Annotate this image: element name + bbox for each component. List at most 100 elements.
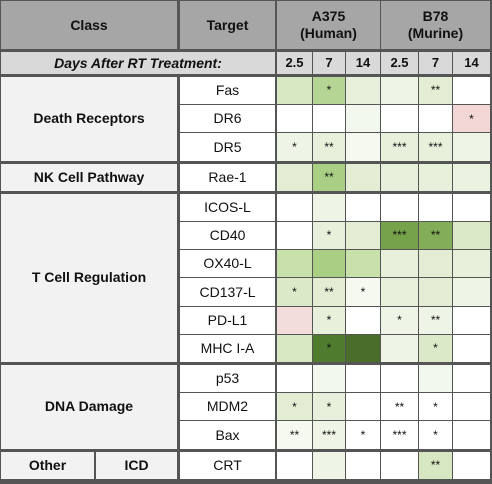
heat-cell: *** <box>381 421 418 449</box>
heat-cell: ** <box>313 133 345 161</box>
heat-cell <box>453 222 490 250</box>
heat-cell <box>346 222 380 250</box>
target-header: Target <box>180 1 275 49</box>
heat-cell <box>346 105 380 133</box>
heat-cell <box>453 133 490 161</box>
heat-cell <box>277 334 312 362</box>
heat-cell: * <box>453 105 490 133</box>
days-label: Days After RT Treatment: <box>1 52 275 74</box>
heat-cell: * <box>419 393 452 421</box>
day-label: 7 <box>313 52 345 74</box>
model-name: B78 <box>422 8 449 25</box>
heat-cell <box>453 250 490 278</box>
heat-cell <box>346 451 380 479</box>
heat-cell: * <box>381 306 418 334</box>
heat-cell <box>277 193 312 221</box>
target-cell: MDM2 <box>180 393 275 421</box>
heat-cell <box>419 193 452 221</box>
target-cell: CD137-L <box>180 278 275 306</box>
target-cell: ICOS-L <box>180 193 275 221</box>
target-cell: DR6 <box>180 105 275 133</box>
heat-cell: * <box>277 393 312 421</box>
class-cell: DNA Damage <box>1 365 177 449</box>
heat-cell <box>453 163 490 191</box>
heat-cell: * <box>313 393 345 421</box>
day-label: 2.5 <box>277 52 312 74</box>
target-cell: Fas <box>180 77 275 105</box>
heat-cell <box>453 334 490 362</box>
heat-cell: *** <box>381 222 418 250</box>
heat-cell <box>419 365 452 393</box>
heat-cell <box>381 250 418 278</box>
class-sub-cell: ICD <box>96 451 177 479</box>
heat-cell <box>277 306 312 334</box>
target-cell: CD40 <box>180 222 275 250</box>
heat-cell <box>453 451 490 479</box>
heat-cell <box>381 278 418 306</box>
model-origin: (Murine) <box>407 25 464 41</box>
heat-cell: ** <box>313 163 345 191</box>
heat-cell: ** <box>419 451 452 479</box>
day-label: 14 <box>346 52 380 74</box>
target-cell: MHC I-A <box>180 334 275 362</box>
heat-cell <box>381 163 418 191</box>
heat-cell <box>277 222 312 250</box>
class-cell: NK Cell Pathway <box>1 163 177 191</box>
heat-cell <box>453 365 490 393</box>
heat-cell: ** <box>313 278 345 306</box>
heat-cell: * <box>419 421 452 449</box>
heat-cell <box>313 451 345 479</box>
target-cell: CRT <box>180 451 275 479</box>
model-origin: (Human) <box>300 25 357 41</box>
model-header: B78 (Murine) <box>381 1 490 49</box>
target-cell: Bax <box>180 421 275 449</box>
heat-cell <box>313 365 345 393</box>
heat-cell <box>453 193 490 221</box>
target-cell: p53 <box>180 365 275 393</box>
heat-cell: * <box>313 222 345 250</box>
heat-cell <box>381 105 418 133</box>
class-cell: T Cell Regulation <box>1 193 177 362</box>
heat-cell <box>277 365 312 393</box>
heat-cell <box>453 393 490 421</box>
target-cell: PD-L1 <box>180 306 275 334</box>
target-cell: OX40-L <box>180 250 275 278</box>
class-cell: Death Receptors <box>1 77 177 161</box>
class-header: Class <box>1 1 177 49</box>
heat-cell: * <box>313 77 345 105</box>
heat-cell <box>346 133 380 161</box>
heat-cell: *** <box>419 133 452 161</box>
heat-cell <box>277 77 312 105</box>
heat-cell <box>419 163 452 191</box>
heat-cell <box>381 451 418 479</box>
model-name: A375 <box>311 8 346 25</box>
heat-cell: * <box>346 421 380 449</box>
heat-cell: * <box>419 334 452 362</box>
heat-cell <box>419 250 452 278</box>
heat-cell <box>277 105 312 133</box>
heat-cell: ** <box>419 222 452 250</box>
day-label: 14 <box>453 52 490 74</box>
heat-cell <box>381 334 418 362</box>
day-label: 2.5 <box>381 52 418 74</box>
heat-cell: * <box>313 306 345 334</box>
heat-cell: * <box>313 334 345 362</box>
heat-cell <box>346 365 380 393</box>
heat-cell <box>419 278 452 306</box>
heat-cell <box>453 77 490 105</box>
heat-cell: *** <box>313 421 345 449</box>
heat-cell <box>381 77 418 105</box>
heat-cell <box>346 193 380 221</box>
target-cell: DR5 <box>180 133 275 161</box>
day-label: 7 <box>419 52 452 74</box>
heat-cell <box>453 306 490 334</box>
heat-cell: * <box>277 133 312 161</box>
class-cell: Other <box>1 451 94 479</box>
heat-cell: ** <box>419 77 452 105</box>
heat-cell <box>346 393 380 421</box>
heat-cell <box>453 421 490 449</box>
heat-cell <box>277 163 312 191</box>
heat-cell <box>381 365 418 393</box>
heat-cell: ** <box>277 421 312 449</box>
